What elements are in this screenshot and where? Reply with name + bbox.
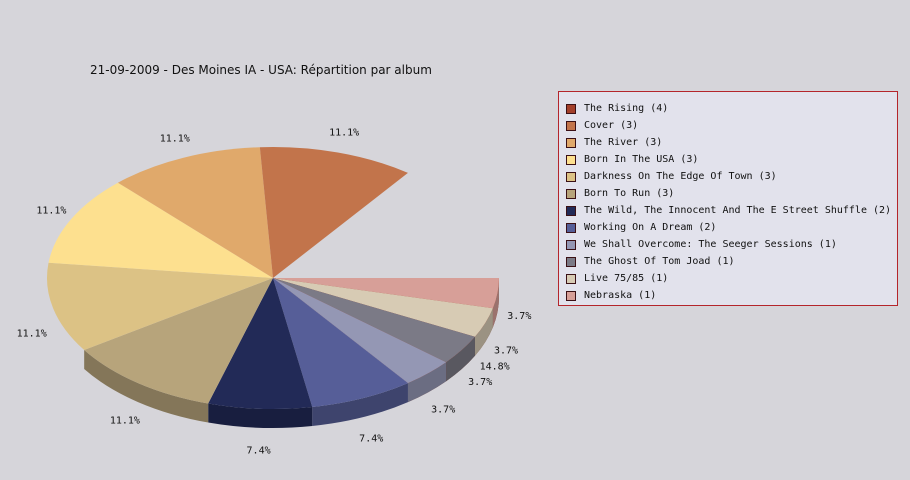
legend-swatch-8: [566, 239, 576, 250]
legend-item-5: Born To Run (3): [566, 185, 897, 202]
legend-item-6: The Wild, The Innocent And The E Street …: [566, 202, 897, 219]
legend-label-0: The Rising (4): [584, 103, 669, 114]
legend-item-8: We Shall Overcome: The Seeger Sessions (…: [566, 236, 897, 253]
legend-item-7: Working On A Dream (2): [566, 219, 897, 236]
legend-swatch-0: [566, 103, 576, 114]
legend-swatch-9: [566, 256, 576, 267]
legend-item-3: Born In The USA (3): [566, 151, 897, 168]
pie-wall-11: [492, 278, 499, 328]
pie-wall-7: [312, 383, 408, 427]
legend-label-11: Nebraska (1): [584, 290, 657, 301]
percent-label-9: 3.7%: [468, 377, 492, 388]
pie-wall-10: [474, 308, 493, 356]
legend-label-7: Working On A Dream (2): [584, 222, 717, 233]
pie-wall-8: [407, 362, 447, 403]
legend-label-9: The Ghost Of Tom Joad (1): [584, 256, 735, 267]
legend-label-4: Darkness On The Edge Of Town (3): [584, 171, 777, 182]
legend-swatch-3: [566, 154, 576, 165]
legend-item-9: The Ghost Of Tom Joad (1): [566, 253, 897, 270]
percent-label-8: 3.7%: [431, 404, 455, 415]
legend: The Rising (4) Cover (3) The River (3) Born…: [558, 91, 898, 306]
percent-label-10: 3.7%: [494, 345, 518, 356]
legend-swatch-7: [566, 222, 576, 233]
percent-label-0: 14.8%: [480, 362, 510, 373]
legend-item-10: Live 75/85 (1): [566, 270, 897, 287]
legend-label-5: Born To Run (3): [584, 188, 675, 199]
pie-slice-7: [273, 278, 408, 408]
chart-title: 21-09-2009 - Des Moines IA - USA: Répart…: [90, 63, 432, 77]
percent-label-4: 11.1%: [17, 328, 47, 339]
legend-label-6: The Wild, The Innocent And The E Street …: [584, 205, 892, 216]
legend-label-1: Cover (3): [584, 120, 639, 131]
pie-percent-labels: 14.8% 3.7% 3.7% 3.7% 3.7% 7.4% 7.4% 11.1% 11.1% 1…: [17, 127, 532, 456]
pie-slices: [47, 146, 499, 409]
pie-slice-4: [47, 262, 273, 350]
legend-swatch-11: [566, 290, 576, 301]
legend-swatch-5: [566, 188, 576, 199]
pie-slice-5: [84, 278, 274, 404]
pie-slice-2: [117, 147, 273, 278]
pie-slice-11: [273, 278, 499, 309]
percent-label-5: 11.1%: [110, 416, 140, 427]
percent-label-6: 7.4%: [247, 446, 271, 457]
legend-label-2: The River (3): [584, 137, 663, 148]
legend-swatch-6: [566, 205, 576, 216]
legend-label-3: Born In The USA (3): [584, 154, 699, 165]
percent-label-7: 7.4%: [359, 433, 383, 444]
pie-wall-9: [446, 336, 475, 382]
percent-label-2: 11.1%: [160, 134, 190, 145]
pie-slice-8: [273, 278, 447, 384]
pie-depth: [84, 278, 499, 428]
pie-wall-6: [208, 403, 313, 428]
legend-item-4: Darkness On The Edge Of Town (3): [566, 168, 897, 185]
legend-swatch-4: [566, 171, 576, 182]
pie-slice-6: [208, 278, 313, 409]
percent-label-11: 3.7%: [507, 311, 531, 322]
legend-item-2: The River (3): [566, 134, 897, 151]
legend-label-8: We Shall Overcome: The Seeger Sessions (…: [584, 239, 837, 250]
legend-label-10: Live 75/85 (1): [584, 273, 669, 284]
percent-label-1: 11.1%: [329, 127, 359, 138]
pie-slice-10: [273, 278, 493, 337]
pie-slice-3: [48, 182, 273, 278]
legend-item-0: The Rising (4): [566, 100, 897, 117]
legend-swatch-2: [566, 137, 576, 148]
percent-label-3: 11.1%: [36, 205, 66, 216]
legend-swatch-10: [566, 273, 576, 284]
pie-slice-1: [259, 146, 408, 278]
legend-item-11: Nebraska (1): [566, 287, 897, 304]
pie-wall-5: [84, 349, 209, 423]
legend-item-1: Cover (3): [566, 117, 897, 134]
legend-swatch-1: [566, 120, 576, 131]
pie-slice-9: [273, 278, 475, 363]
